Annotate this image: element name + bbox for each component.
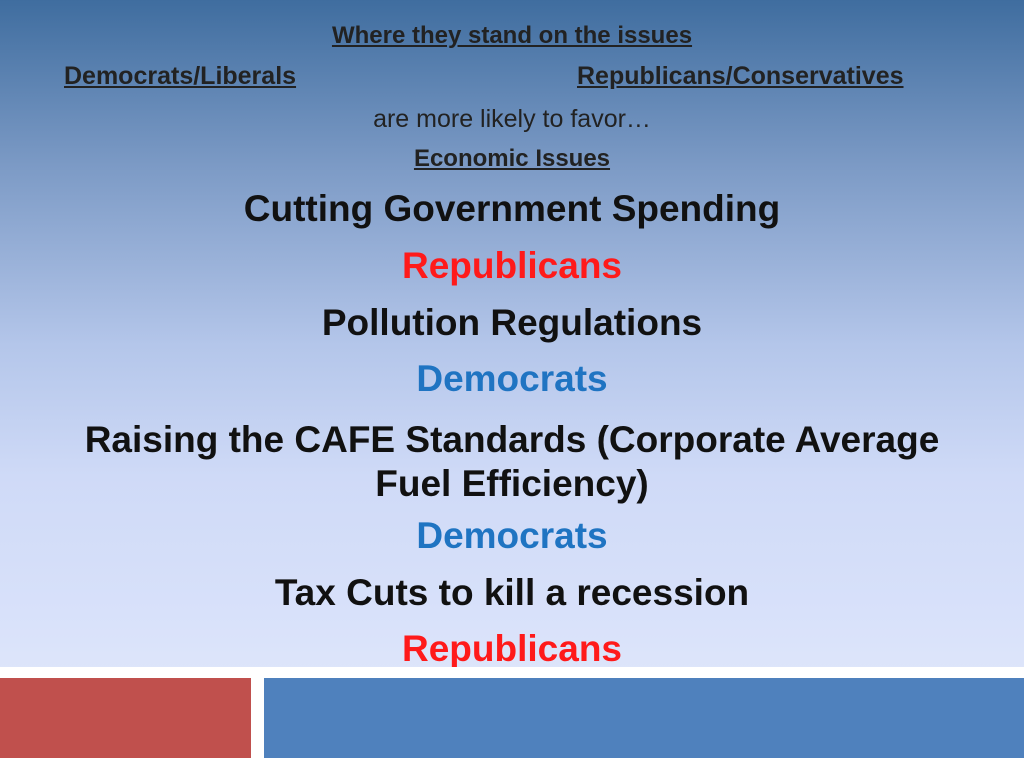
footer-blue-block [264,678,1024,758]
issue-cafe-standards-line1: Raising the CAFE Standards (Corporate Av… [84,419,940,460]
party-republicans: Republicans [402,245,622,286]
democrats-liberals-label: Democrats/Liberals [64,62,297,90]
issue-cutting-government-spending: Cutting Government Spending [243,188,781,229]
footer-red-block [0,678,251,758]
slide-title: Where they stand on the issues [331,22,693,49]
party-democrats: Democrats [416,515,608,556]
issue-tax-cuts: Tax Cuts to kill a recession [274,572,750,613]
republicans-conservatives-label: Republicans/Conservatives [577,62,904,90]
party-republicans: Republicans [402,628,622,669]
section-title: Economic Issues [413,145,611,172]
party-democrats: Democrats [416,358,608,399]
issue-pollution-regulations: Pollution Regulations [321,302,703,343]
issue-cafe-standards-line2: Fuel Efficiency) [375,463,649,504]
favor-text: are more likely to favor… [373,105,651,133]
